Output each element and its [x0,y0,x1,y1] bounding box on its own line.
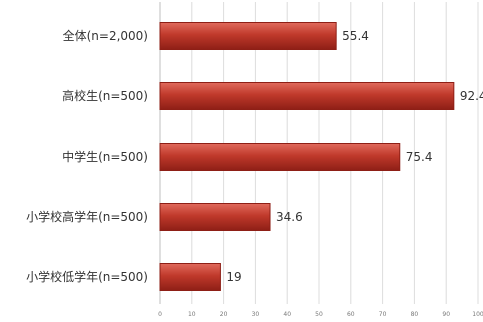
category-label-4: 小学校高学年(n=500) [26,209,148,224]
bar-3 [159,143,401,171]
value-label-3: 75.4 [406,150,433,164]
value-label-2: 92.4 [460,89,483,103]
category-label-1: 全体(n=2,000) [63,28,148,43]
x-tick-label-80: 80 [411,311,419,318]
x-tick-label-90: 90 [442,311,450,318]
category-label-5: 小学校低学年(n=500) [26,269,148,284]
bars [159,22,455,291]
value-label-4: 34.6 [276,210,303,224]
x-tick-label-30: 30 [252,311,260,318]
x-tick-label-50: 50 [315,311,323,318]
x-tick-label-100: 100 [472,311,483,318]
x-tick-label-40: 40 [283,311,291,318]
value-label-1: 55.4 [342,29,369,43]
value-label-5: 19 [226,270,241,284]
bar-1 [159,22,337,50]
x-tick-label-70: 70 [379,311,387,318]
x-tick-label-0: 0 [158,311,162,318]
bar-2 [159,82,455,110]
x-tick-label-10: 10 [188,311,196,318]
category-label-2: 高校生(n=500) [62,88,148,103]
labels: 0 10 20 30 40 50 60 70 80 90 100 全体(n=2,000) 55.4 高校生… [26,28,483,318]
x-tick-label-20: 20 [220,311,228,318]
bar-4 [159,203,271,231]
category-label-3: 中学生(n=500) [62,149,148,164]
x-tick-label-60: 60 [347,311,355,318]
bar-5 [159,263,221,291]
